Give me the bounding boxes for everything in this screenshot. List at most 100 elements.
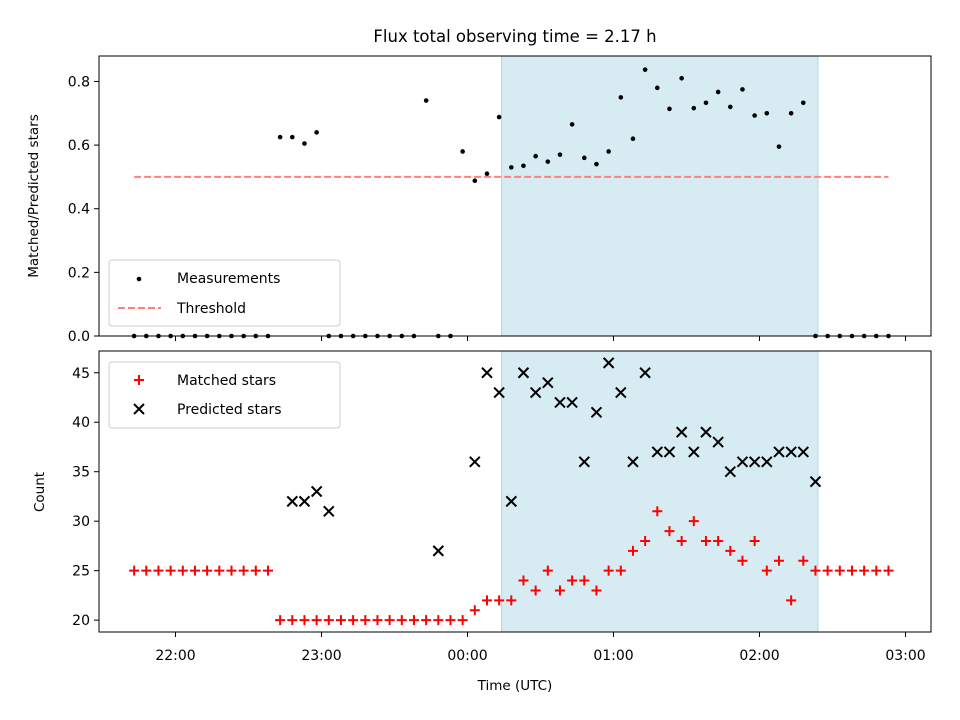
- top-legend: Measurements Threshold: [108, 259, 341, 327]
- measurement-point: [764, 110, 770, 116]
- measurement-point: [618, 95, 624, 100]
- matched-star-point: [518, 575, 529, 586]
- predicted-star-point: [615, 386, 627, 399]
- matched-star-point: [202, 565, 213, 576]
- measurement-point: [496, 114, 502, 120]
- measurement-point: [740, 87, 745, 92]
- matched-star-point: [311, 615, 322, 626]
- predicted-star-point: [700, 426, 712, 438]
- legend-predicted-marker: [133, 403, 145, 415]
- bottom-y-tick-label: 20: [72, 613, 90, 629]
- measurement-point: [728, 104, 733, 110]
- predicted-star-point: [809, 475, 822, 488]
- top-panel: 0.00.20.40.60.8 Matched/Predicted stars …: [26, 55, 932, 345]
- x-tick-label: 02:00: [739, 648, 779, 664]
- top-y-tick-label: 0.2: [68, 265, 90, 281]
- matched-star-point: [372, 615, 383, 626]
- predicted-star-point: [481, 367, 493, 379]
- predicted-star-point: [602, 357, 615, 369]
- measurement-point: [582, 155, 587, 161]
- matched-star-point: [798, 555, 809, 566]
- bottom-highlight-span: [501, 350, 819, 633]
- measurement-point: [545, 159, 551, 164]
- predicted-star-point: [675, 426, 688, 438]
- matched-star-point: [542, 565, 553, 576]
- matched-star-point: [189, 565, 200, 576]
- chart-title: Flux total observing time = 2.17 h: [373, 27, 656, 46]
- matched-star-point: [579, 575, 590, 586]
- measurement-point: [521, 163, 526, 169]
- bottom-y-tick-label: 30: [72, 514, 90, 530]
- bottom-y-tick-label: 35: [72, 465, 90, 481]
- matched-star-point: [652, 506, 663, 517]
- top-axes-frame: [98, 55, 932, 337]
- matched-star-point: [384, 615, 395, 626]
- measurement-point: [569, 122, 575, 127]
- matched-star-point: [859, 565, 870, 576]
- matched-star-point: [153, 565, 164, 576]
- bottom-legend-box: [108, 361, 341, 429]
- matched-star-point: [615, 565, 626, 576]
- matched-star-point: [457, 615, 468, 626]
- predicted-star-point: [469, 456, 481, 468]
- predicted-star-point: [505, 495, 518, 508]
- bottom-legend: Matched stars Predicted stars: [108, 361, 341, 429]
- legend-measurements-marker: [136, 276, 142, 282]
- matched-star-point: [250, 565, 261, 576]
- matched-star-point: [627, 545, 638, 556]
- predicted-star-point: [323, 505, 335, 517]
- measurement-point: [691, 105, 697, 111]
- predicted-star-point: [432, 545, 445, 557]
- measurement-point: [703, 100, 709, 106]
- measurement-point: [642, 67, 648, 72]
- legend-matched-marker: [134, 375, 144, 385]
- matched-star-point: [846, 565, 857, 576]
- matched-star-point: [348, 615, 359, 626]
- legend-measurements-label: Measurements: [177, 271, 280, 287]
- measurement-point: [484, 171, 490, 177]
- predicted-star-point: [298, 495, 311, 508]
- matched-star-point: [299, 615, 310, 626]
- matched-star-point: [275, 615, 286, 626]
- matched-star-point: [688, 516, 699, 527]
- top-highlight-span: [501, 55, 819, 337]
- predicted-star-point: [310, 485, 323, 498]
- measurement-point: [302, 141, 307, 146]
- predicted-star-point: [286, 495, 299, 508]
- matched-star-point: [737, 555, 748, 566]
- matched-star-point: [725, 545, 736, 556]
- matched-star-point: [700, 535, 711, 546]
- measurement-point: [533, 153, 538, 159]
- bottom-y-tick-label: 40: [72, 415, 90, 431]
- measurement-point: [801, 100, 806, 106]
- bottom-y-tick-label: 45: [72, 366, 90, 382]
- legend-threshold-label: Threshold: [176, 301, 246, 317]
- legend-predicted-label: Predicted stars: [177, 402, 282, 418]
- bottom-axes-frame: [98, 350, 932, 633]
- predicted-star-point: [639, 367, 651, 379]
- measurement-point: [594, 161, 599, 167]
- matched-star-point: [481, 595, 492, 606]
- measurement-point: [472, 178, 478, 184]
- measurement-point: [314, 130, 319, 135]
- predicted-star-point: [785, 446, 797, 458]
- matched-star-point: [834, 565, 845, 576]
- matched-star-point: [494, 595, 505, 606]
- measurement-point: [290, 134, 295, 140]
- top-y-tick-label: 0.8: [68, 74, 90, 90]
- matched-star-point: [822, 565, 833, 576]
- matched-star-point: [360, 615, 371, 626]
- matched-star-point: [530, 585, 541, 596]
- matched-star-point: [506, 595, 517, 606]
- predicted-star-point: [542, 376, 554, 389]
- measurement-point: [776, 144, 782, 149]
- matched-star-point: [141, 565, 152, 576]
- matched-star-point: [421, 615, 432, 626]
- measurement-point: [715, 89, 721, 95]
- matched-star-point: [408, 615, 419, 626]
- predicted-star-point: [627, 456, 639, 468]
- matched-star-point: [469, 605, 480, 616]
- bottom-panel: 20 25 30 35 40 45 22:00 23:00 00:00 01:00 02:00 03:…: [32, 350, 932, 694]
- matched-star-point: [773, 555, 784, 566]
